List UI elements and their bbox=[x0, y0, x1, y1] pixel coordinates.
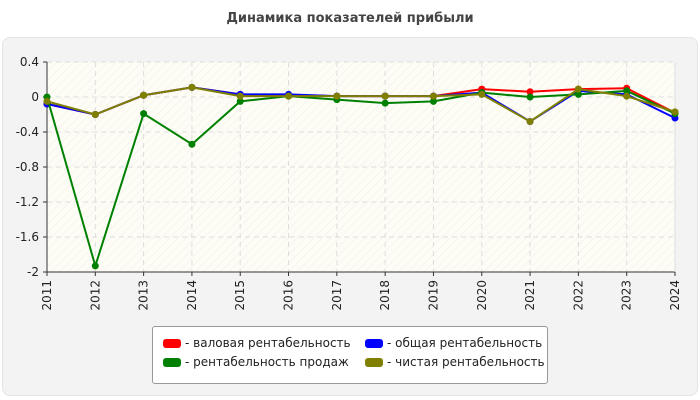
legend-swatch bbox=[163, 338, 181, 348]
data-point-3 bbox=[285, 92, 293, 100]
legend-swatch bbox=[163, 357, 181, 367]
x-tick-label: 2016 bbox=[282, 280, 296, 311]
x-tick-label: 2013 bbox=[137, 280, 151, 311]
data-point-2 bbox=[429, 97, 437, 105]
x-tick-label: 2023 bbox=[620, 280, 634, 311]
x-tick-label: 2012 bbox=[88, 280, 102, 311]
data-point-3 bbox=[381, 92, 389, 100]
data-point-3 bbox=[236, 92, 244, 100]
x-tick-label: 2014 bbox=[185, 280, 199, 311]
x-tick-label: 2024 bbox=[668, 280, 682, 311]
data-point-2 bbox=[574, 90, 582, 98]
legend-item: - рентабельность продаж bbox=[163, 355, 349, 369]
legend-swatch bbox=[365, 357, 383, 367]
data-point-2 bbox=[623, 87, 631, 95]
legend: - валовая рентабельность - общая рентабе… bbox=[152, 326, 548, 384]
data-point-3 bbox=[140, 91, 148, 99]
y-tick-label: 0.4 bbox=[20, 55, 39, 69]
data-point-2 bbox=[140, 110, 148, 118]
x-tick-label: 2015 bbox=[233, 280, 247, 311]
data-point-0 bbox=[526, 88, 534, 96]
data-point-2 bbox=[236, 97, 244, 105]
legend-item: - общая рентабельность bbox=[365, 336, 542, 350]
x-tick-label: 2017 bbox=[330, 280, 344, 311]
x-tick-label: 2021 bbox=[523, 280, 537, 311]
data-point-3 bbox=[429, 92, 437, 100]
series-line-3 bbox=[46, 86, 676, 123]
data-point-2 bbox=[91, 262, 99, 270]
data-point-3 bbox=[43, 97, 51, 105]
y-tick-label: -1.6 bbox=[16, 230, 39, 244]
x-tick-label: 2018 bbox=[378, 280, 392, 311]
x-tick-label: 2020 bbox=[475, 280, 489, 311]
data-point-2 bbox=[381, 99, 389, 107]
data-point-3 bbox=[333, 92, 341, 100]
legend-label: - рентабельность продаж bbox=[185, 355, 349, 369]
data-point-2 bbox=[188, 140, 196, 148]
y-tick-label: -0.8 bbox=[16, 160, 39, 174]
y-tick-label: -2 bbox=[27, 265, 39, 279]
data-point-3 bbox=[188, 83, 196, 91]
y-tick-label: -0.4 bbox=[16, 125, 39, 139]
data-point-3 bbox=[623, 92, 631, 100]
data-point-3 bbox=[91, 111, 99, 118]
data-point-2 bbox=[526, 93, 534, 101]
data-point-3 bbox=[478, 90, 486, 98]
x-tick-label: 2019 bbox=[426, 280, 440, 311]
x-tick-label: 2022 bbox=[571, 280, 585, 311]
y-tick-label: -1.2 bbox=[16, 195, 39, 209]
x-tick-label: 2011 bbox=[40, 280, 54, 311]
legend-swatch bbox=[365, 338, 383, 348]
legend-label: - общая рентабельность bbox=[387, 336, 543, 350]
legend-label: - валовая рентабельность bbox=[185, 336, 351, 350]
data-point-3 bbox=[574, 85, 582, 93]
legend-item: - валовая рентабельность bbox=[163, 336, 351, 350]
legend-item: - чистая рентабельность bbox=[365, 355, 545, 369]
data-point-3 bbox=[671, 108, 679, 116]
data-point-3 bbox=[526, 118, 534, 125]
chart-title: Динамика показателей прибыли bbox=[226, 11, 474, 26]
y-tick-label: 0 bbox=[31, 90, 39, 104]
legend-label: - чистая рентабельность bbox=[387, 355, 545, 369]
